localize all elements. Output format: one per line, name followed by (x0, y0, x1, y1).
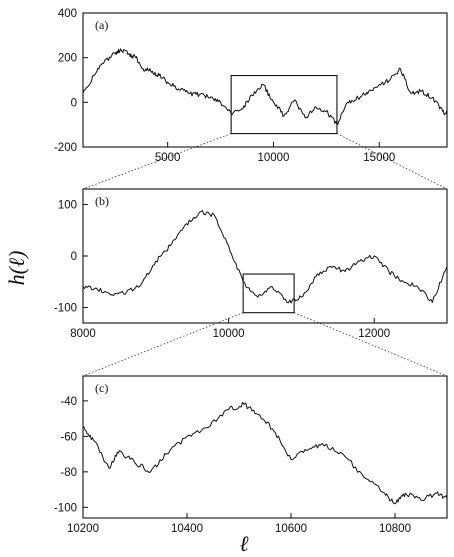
plot-frame-c (82, 375, 448, 519)
panel-b: -100 0 100 8000 10000 12000 (b) (54, 188, 448, 340)
series-line-c (82, 402, 448, 505)
y-tick-label-a: 200 (58, 53, 77, 65)
y-tick-label-b: 0 (71, 251, 77, 263)
y-tick-label-c: -100 (54, 502, 77, 514)
panel-c: -100 -80 -60 -40 10200 10400 10600 10800 (c) (54, 375, 448, 535)
series-line-a (82, 48, 448, 126)
y-tick-label-b: 100 (58, 199, 77, 211)
plot-frame-b (82, 188, 448, 324)
series-line-b (82, 210, 448, 304)
panel-label-a: (a) (95, 18, 108, 32)
x-tick-label-a: 5000 (155, 152, 181, 164)
y-tick-label-c: -60 (60, 431, 77, 443)
x-tick-label-c: 10400 (171, 523, 203, 535)
zoom-box-a (230, 74, 338, 135)
zoom-connectors (82, 133, 448, 377)
y-tick-label-a: 400 (58, 8, 77, 20)
y-tick-label-a: -200 (54, 142, 77, 154)
x-tick-label-b: 10000 (213, 328, 245, 340)
x-tick-label-b: 8000 (70, 328, 96, 340)
y-tick-label-b: -100 (54, 303, 77, 315)
zoom-connector-left (82, 312, 244, 377)
panel-label-b: (b) (95, 194, 109, 208)
x-tick-label-a: 10000 (257, 152, 289, 164)
x-tick-label-c: 10600 (275, 523, 307, 535)
panel-label-c: (c) (95, 381, 108, 395)
x-tick-label-c: 10200 (67, 523, 99, 535)
y-tick-label-c: -80 (60, 467, 77, 479)
zoom-connector-right (293, 312, 448, 377)
zoom-connector-right (336, 133, 448, 190)
plot-frame-a (82, 12, 448, 148)
zoom-box-b (242, 273, 295, 314)
y-axis-title: h(ℓ) (4, 251, 29, 286)
x-tick-label-b: 12000 (358, 328, 390, 340)
x-tick-label-c: 10800 (379, 523, 411, 535)
x-axis-title: ℓ (239, 531, 249, 556)
x-tick-label-a: 15000 (363, 152, 395, 164)
y-tick-label-c: -40 (60, 396, 77, 408)
y-tick-label-a: 0 (71, 97, 77, 109)
panel-a: -200 0 200 400 5000 10000 15000 (a) (54, 8, 448, 164)
